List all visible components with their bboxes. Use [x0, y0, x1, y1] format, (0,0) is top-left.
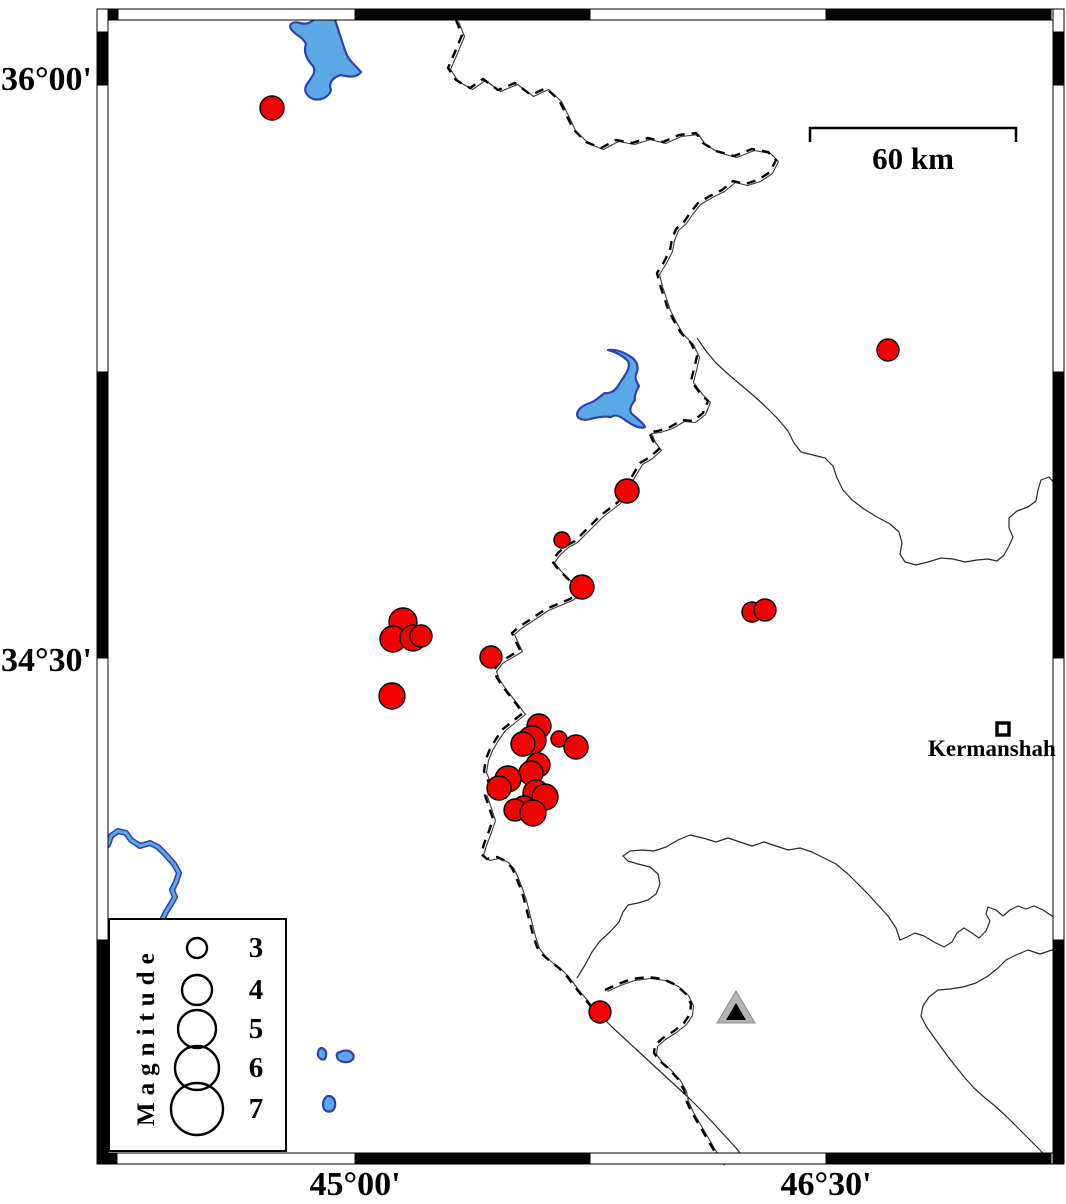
map-frame-segment	[1052, 84, 1065, 373]
border-companion-line	[607, 977, 725, 1166]
lake	[321, 1094, 337, 1113]
map-frame-segment	[96, 939, 109, 1165]
map-frame-segment	[96, 84, 109, 373]
earthquake-marker	[519, 799, 547, 827]
map-frame-segment	[825, 1152, 1052, 1165]
legend-mag-5: 5	[248, 1013, 264, 1045]
legend-circle	[176, 1008, 218, 1050]
earthquake-marker	[876, 338, 900, 362]
boundary-line	[920, 949, 1065, 1165]
earthquake-marker	[614, 478, 640, 504]
map-frame-segment	[589, 8, 827, 21]
earthquake-marker	[259, 95, 285, 121]
map-frame-segment	[1052, 657, 1065, 941]
map-frame-segment	[1052, 8, 1065, 33]
earthquake-marker	[378, 682, 406, 710]
lake	[335, 1049, 355, 1064]
map-frame-segment	[96, 31, 109, 86]
earthquake-marker	[569, 574, 595, 600]
legend-circle	[169, 1081, 225, 1137]
legend-mag-6: 6	[248, 1052, 264, 1084]
legend-mag-7: 7	[248, 1093, 264, 1125]
legend-circle	[180, 973, 214, 1007]
map-frame-segment	[1052, 371, 1065, 659]
boundary-line	[696, 337, 1064, 566]
map-frame-segment	[116, 1152, 356, 1165]
map-frame-segment	[96, 371, 109, 659]
legend-circle	[185, 936, 209, 960]
map-frame-segment	[1052, 31, 1065, 86]
scale-bar-line	[808, 126, 1018, 142]
earthquake-marker	[510, 731, 536, 757]
map-frame-segment	[354, 1152, 591, 1165]
boundary-line	[576, 834, 1065, 979]
map-frame-segment	[96, 657, 109, 941]
city-label-kermanshah: Kermanshah	[928, 736, 1056, 761]
scale-bar-label: 60 km	[872, 141, 954, 176]
lon-label-45-00: 45°00'	[309, 1166, 401, 1203]
city-square-icon	[995, 721, 1011, 737]
map-frame-segment	[106, 8, 119, 21]
legend-mag-4: 4	[248, 974, 264, 1006]
earthquake-marker	[588, 1000, 612, 1024]
earthquake-marker	[479, 645, 503, 669]
lat-label-36-00: 36°00'	[0, 61, 92, 98]
country-border-dashed	[446, 19, 778, 1017]
earthquake-marker	[553, 531, 571, 549]
map-frame-segment	[825, 8, 1052, 21]
station-triangle-inner-icon	[726, 1003, 746, 1020]
lake	[316, 1046, 328, 1061]
earthquake-marker	[753, 598, 777, 622]
lat-label-34-30: 34°30'	[0, 642, 92, 679]
map-frame-segment	[589, 1152, 827, 1165]
map-frame-segment	[354, 8, 591, 21]
earthquake-marker	[486, 775, 512, 801]
legend-circle	[173, 1044, 221, 1092]
map-frame-segment	[117, 8, 356, 21]
lake	[289, 11, 363, 101]
legend-mag-3: 3	[248, 932, 264, 964]
boundary-line	[600, 1015, 749, 1165]
lake	[575, 348, 647, 429]
legend-circles	[169, 936, 225, 1137]
country-border-dashed	[604, 975, 724, 1165]
river	[106, 829, 181, 920]
map-frame-segment	[96, 8, 109, 33]
map-frame-segment	[1052, 939, 1065, 1165]
earthquake-marker	[563, 734, 589, 760]
border-companion-line	[449, 21, 780, 1018]
lon-label-46-30: 46°30'	[780, 1166, 872, 1203]
earthquake-marker	[409, 624, 433, 648]
